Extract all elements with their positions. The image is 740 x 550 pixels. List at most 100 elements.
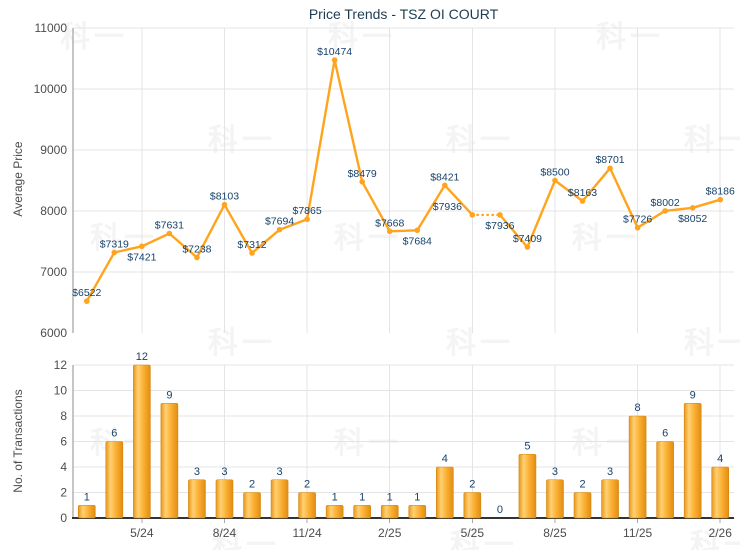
transaction-bar <box>380 504 399 519</box>
price-point-marker <box>83 298 90 304</box>
price-point-label: $7631 <box>155 220 184 232</box>
transaction-count-label: 8 <box>635 402 641 414</box>
transaction-bar <box>711 466 730 519</box>
transaction-count-label: 3 <box>607 466 613 478</box>
transaction-count-label: 3 <box>552 466 558 478</box>
transaction-bar <box>270 479 289 519</box>
transaction-count-label: 1 <box>332 491 338 503</box>
price-point-marker <box>689 205 696 211</box>
price-point-label: $10474 <box>317 46 352 58</box>
transaction-bar <box>601 479 619 519</box>
transaction-count-label: 4 <box>717 453 723 465</box>
price-point-marker <box>469 212 476 218</box>
price-point-marker <box>662 208 668 214</box>
price-point-label: $7668 <box>375 217 404 229</box>
month-xtick: 8/25 <box>543 526 567 540</box>
transactions-ytick: 2 <box>60 486 67 500</box>
transaction-count-label: 1 <box>84 491 90 503</box>
price-point-marker <box>139 243 145 250</box>
month-xtick: 11/25 <box>623 526 652 540</box>
transaction-count-label: 3 <box>277 466 283 478</box>
price-point-label: $7409 <box>513 233 542 245</box>
chart-title: Price Trends - TSZ OI COURT <box>308 6 499 22</box>
transaction-bar <box>408 504 427 519</box>
price-ytick: 8000 <box>40 204 67 218</box>
price-point-marker <box>221 201 228 208</box>
transaction-count-label: 2 <box>579 479 585 491</box>
price-point-marker <box>579 198 586 204</box>
price-point-marker <box>166 230 173 237</box>
transaction-bar <box>77 504 96 519</box>
transaction-count-label: 1 <box>387 491 393 503</box>
transaction-bar <box>628 415 647 519</box>
price-line <box>83 57 724 304</box>
price-point-label: $8500 <box>540 167 569 179</box>
transaction-bar <box>683 402 702 519</box>
transaction-bar <box>105 441 124 519</box>
transaction-bar <box>160 402 179 519</box>
transaction-bar <box>656 441 674 519</box>
price-point-label: $7865 <box>293 205 322 217</box>
month-xtick: 11/24 <box>293 526 322 540</box>
price-point-marker <box>607 165 613 172</box>
axes <box>72 28 734 523</box>
transaction-count-label: 2 <box>249 479 255 491</box>
price-point-label: $8479 <box>348 168 377 180</box>
month-xtick: 5/25 <box>461 526 485 540</box>
transactions-ytick: 6 <box>60 435 67 449</box>
price-point-marker <box>497 212 503 218</box>
price-point-marker <box>386 228 393 235</box>
price-point-label: $8186 <box>706 186 735 198</box>
price-point-marker <box>524 244 531 250</box>
price-point-label: $7238 <box>182 243 211 255</box>
price-point-marker <box>331 57 338 63</box>
transaction-count-label: 6 <box>662 428 668 440</box>
price-point-label: $6522 <box>72 287 101 299</box>
price-point-label: $7936 <box>485 220 514 232</box>
transaction-count-label: 5 <box>524 440 530 452</box>
transaction-bar <box>573 492 592 519</box>
price-point-marker <box>717 196 724 203</box>
price-point-label: $7312 <box>237 239 266 251</box>
price-point-label: $7319 <box>100 239 129 251</box>
price-point-marker <box>304 216 310 223</box>
transactions-ytick: 12 <box>54 358 68 372</box>
transaction-count-label: 3 <box>221 466 227 478</box>
price-point-marker <box>359 178 365 185</box>
price-point-label: $8163 <box>568 187 597 199</box>
price-point-label: $7421 <box>127 251 156 263</box>
price-point-label: $8103 <box>210 191 239 203</box>
price-point-label: $8701 <box>595 154 624 166</box>
price-ytick: 10000 <box>34 82 68 96</box>
transaction-bars: 1 6 12 9 3 3 2 3 2 1 1 1 1 4 2 0 5 3 2 3 8 6 9 4 <box>77 351 730 519</box>
price-point-marker <box>414 227 421 234</box>
month-xtick: 2/25 <box>378 526 402 540</box>
transaction-count-label: 1 <box>414 491 420 503</box>
price-point-label: $8421 <box>430 171 459 183</box>
price-point-marker <box>194 254 200 261</box>
transactions-ytick: 10 <box>54 384 68 398</box>
price-ytick: 6000 <box>40 326 67 340</box>
transaction-count-label: 12 <box>136 351 148 363</box>
transaction-count-label: 9 <box>690 389 696 401</box>
price-point-marker <box>552 177 558 184</box>
price-point-marker <box>634 224 641 231</box>
price-point-label: $7936 <box>433 201 462 213</box>
transaction-count-label: 2 <box>304 479 310 491</box>
price-point-label: $8052 <box>678 213 707 225</box>
transaction-count-label: 2 <box>469 479 475 491</box>
price-point-label: $7684 <box>403 235 432 247</box>
transaction-bar <box>243 492 261 519</box>
transaction-bar <box>298 492 316 519</box>
price-point-marker <box>249 250 255 256</box>
transaction-count-label: 6 <box>111 428 117 440</box>
transaction-bar <box>325 504 344 519</box>
price-point-marker <box>276 226 283 233</box>
transaction-bar <box>353 504 371 519</box>
transaction-count-label: 9 <box>166 389 172 401</box>
month-xtick: 5/24 <box>130 526 154 540</box>
transaction-count-label: 1 <box>359 491 365 503</box>
